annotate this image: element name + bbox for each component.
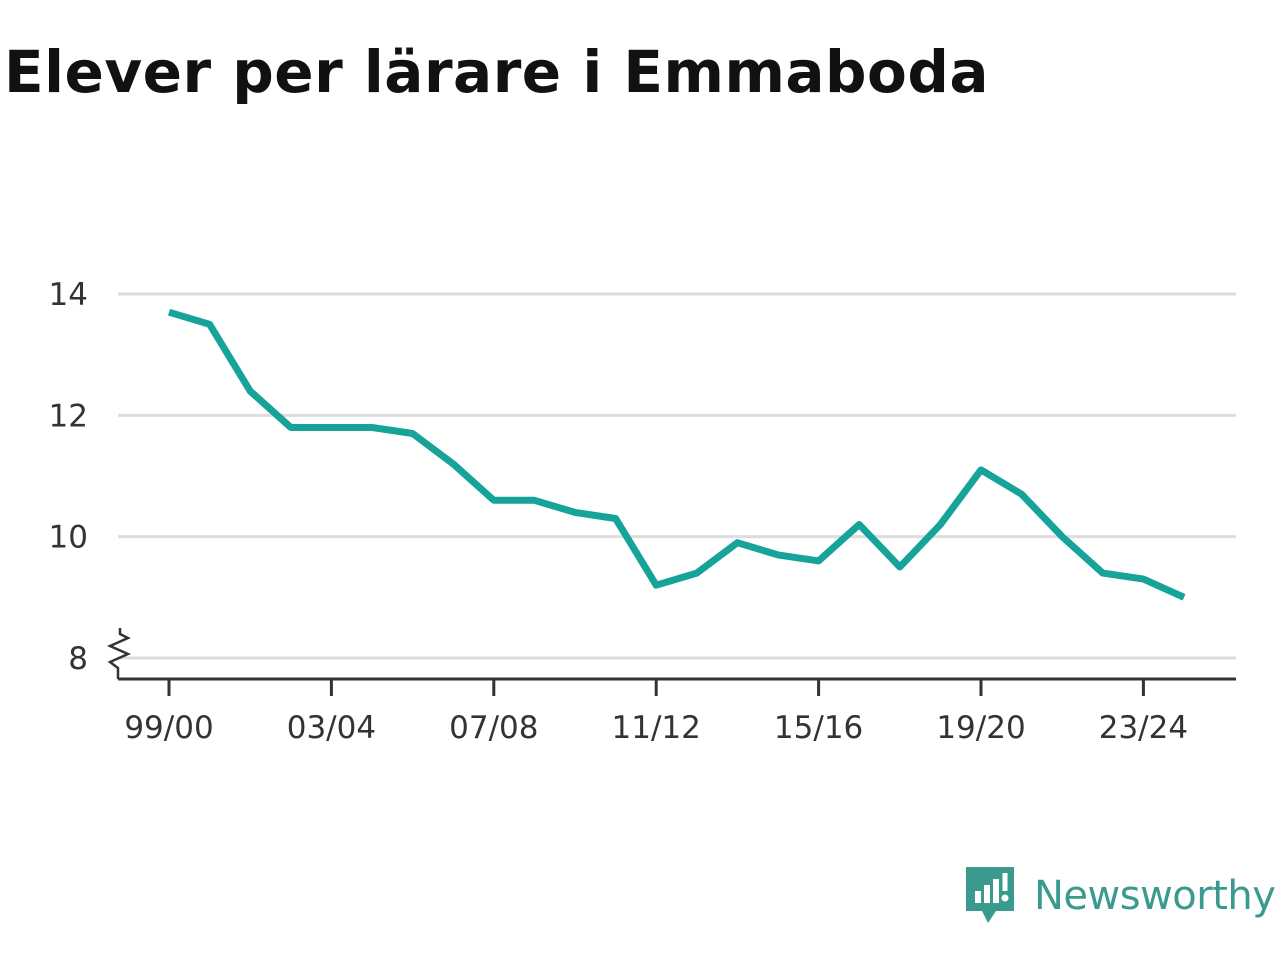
- newsworthy-logo-icon: [966, 867, 1014, 923]
- y-axis-ticks: 8 10 12 14: [49, 277, 88, 677]
- x-tick-label: 15/16: [774, 710, 863, 746]
- x-tick-label: 23/24: [1099, 710, 1188, 746]
- y-tick-label: 12: [49, 398, 88, 434]
- x-tick-label: 07/08: [449, 710, 538, 746]
- y-tick-label: 14: [49, 277, 88, 313]
- chart-title: Elever per lärare i Emmaboda: [4, 38, 990, 106]
- brand-name: Newsworthy: [1034, 873, 1276, 919]
- x-tick-label: 03/04: [287, 710, 376, 746]
- y-tick-label: 10: [49, 520, 88, 556]
- gridlines: [118, 292, 1236, 660]
- brand-logo: Newsworthy: [964, 865, 1276, 927]
- y-tick-label: 8: [68, 641, 88, 677]
- series-line: [168, 308, 1186, 601]
- x-tick-label: 11/12: [612, 710, 701, 746]
- y-axis-break-icon: [106, 628, 132, 679]
- x-tick-label: 99/00: [124, 710, 213, 746]
- series-line-group: [168, 308, 1186, 601]
- x-axis: 99/00 03/04 07/08 11/12 15/16 19/20 23/24: [106, 628, 1236, 746]
- x-tick-label: 19/20: [936, 710, 1025, 746]
